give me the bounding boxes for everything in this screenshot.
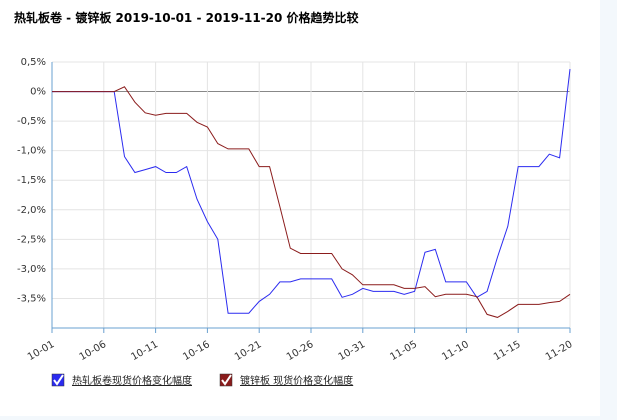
page: 热轧板卷 - 镀锌板 2019-10-01 - 2019-11-20 价格趋势比… — [0, 0, 600, 416]
series-line — [52, 86, 571, 318]
x-tick-label: 10-11 — [129, 339, 160, 363]
x-tick-label: 11-05 — [388, 339, 419, 363]
x-tick-label: 10-26 — [285, 339, 316, 363]
x-tick-label: 10-16 — [181, 339, 212, 363]
y-tick-label: -0,5% — [17, 116, 46, 127]
x-tick-label: 11-20 — [544, 339, 575, 363]
legend-label[interactable]: 镀锌板 现货价格变化幅度 — [240, 374, 353, 387]
legend-check — [53, 374, 64, 386]
legend-item[interactable]: 热轧板卷现货价格变化幅度 — [51, 373, 192, 387]
y-tick-label: -3,0% — [17, 264, 46, 275]
x-tick-label: 10-06 — [78, 339, 109, 363]
y-tick-label: 0% — [30, 87, 46, 98]
y-tick-label: -2,5% — [17, 234, 46, 245]
y-tick-label: -1,0% — [17, 146, 46, 157]
chart: 热轧板卷 - 镀锌板 2019-10-01 - 2019-11-20 价格趋势比… — [14, 10, 575, 387]
legend-check — [221, 374, 232, 386]
x-tick-label: 11-15 — [492, 339, 523, 363]
x-tick-label: 11-10 — [440, 339, 471, 363]
y-tick-label: -1,5% — [17, 175, 46, 186]
legend-item[interactable]: 镀锌板 现货价格变化幅度 — [219, 373, 353, 387]
y-tick-label: -3,5% — [17, 293, 46, 304]
x-tick-label: 10-31 — [337, 339, 368, 363]
series-line — [52, 69, 571, 314]
x-tick-label: 10-01 — [26, 339, 57, 363]
x-tick-label: 10-21 — [233, 339, 264, 363]
y-tick-label: 0,5% — [21, 57, 46, 68]
chart-title: 热轧板卷 - 镀锌板 2019-10-01 - 2019-11-20 价格趋势比… — [14, 10, 359, 25]
y-tick-label: -2,0% — [17, 205, 46, 216]
legend-label[interactable]: 热轧板卷现货价格变化幅度 — [72, 374, 192, 387]
